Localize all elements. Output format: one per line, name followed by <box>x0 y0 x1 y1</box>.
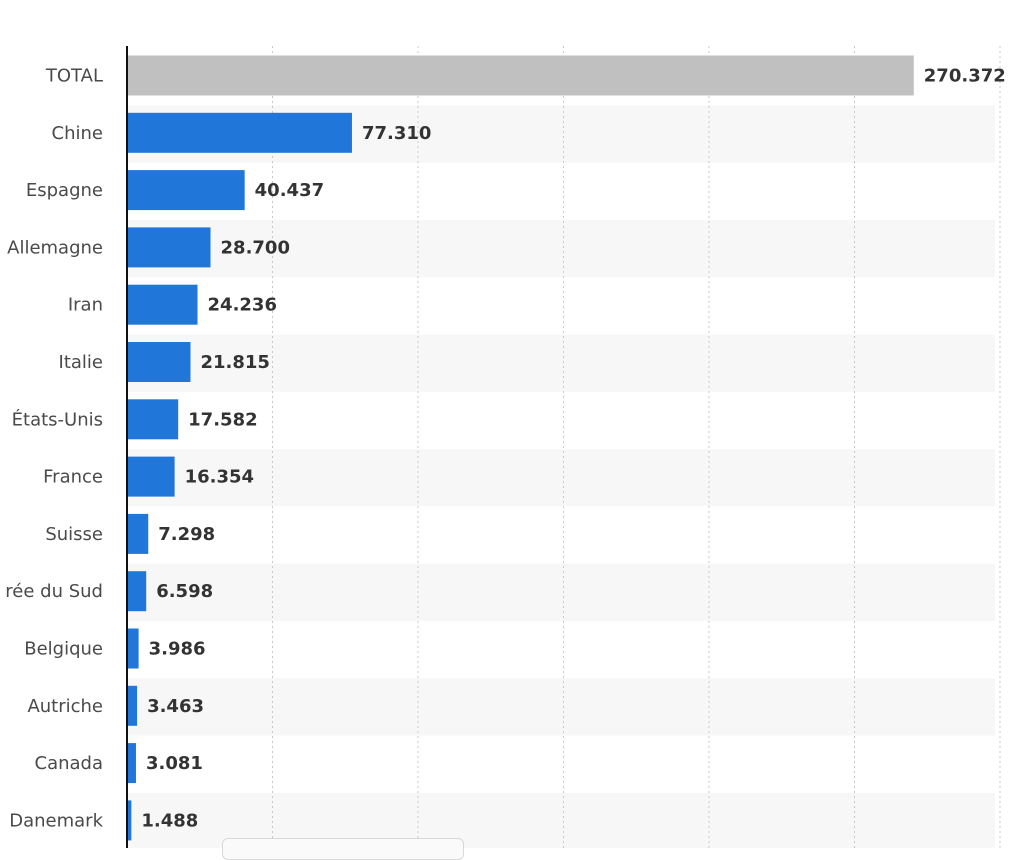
bar-iran[interactable] <box>127 284 198 325</box>
category-label: Chine <box>52 123 103 144</box>
value-label: 77.310 <box>362 123 431 144</box>
category-label: Autriche <box>27 696 103 717</box>
value-label: 270.372 <box>924 66 1006 87</box>
value-label: 28.700 <box>221 237 290 258</box>
category-label: rée du Sud <box>5 581 103 602</box>
value-label: 6.598 <box>156 581 213 602</box>
bar-allemagne[interactable] <box>127 227 211 268</box>
bar-rée-du-sud[interactable] <box>127 571 147 612</box>
bar-états-unis[interactable] <box>127 399 179 440</box>
value-label: 17.582 <box>188 409 257 430</box>
category-label: France <box>43 467 103 488</box>
value-label: 21.815 <box>200 352 269 373</box>
value-label: 7.298 <box>158 524 215 545</box>
category-label: Suisse <box>45 524 103 545</box>
row-bands <box>127 105 995 848</box>
row-band <box>127 334 995 392</box>
popup-panel-edge[interactable] <box>222 838 464 860</box>
bar-france[interactable] <box>127 456 175 497</box>
row-band <box>127 219 995 278</box>
bar-total[interactable] <box>127 55 914 96</box>
category-label: TOTAL <box>45 66 103 87</box>
bar-suisse[interactable] <box>127 513 149 554</box>
category-label: Italie <box>59 352 103 373</box>
category-label: États-Unis <box>12 408 103 430</box>
category-label: Espagne <box>26 180 103 201</box>
category-label: Danemark <box>9 810 103 831</box>
row-band <box>127 563 995 621</box>
bar-autriche[interactable] <box>127 685 138 726</box>
bars <box>127 55 914 841</box>
value-label: 1.488 <box>141 810 198 831</box>
row-band <box>127 449 995 507</box>
category-labels: TOTAL Chine Espagne Allemagne Iran Italie État… <box>5 66 103 832</box>
bar-belgique[interactable] <box>127 628 139 669</box>
category-label: Iran <box>68 295 103 316</box>
value-label: 3.081 <box>146 753 203 774</box>
bar-canada[interactable] <box>127 743 136 784</box>
category-label: Canada <box>35 753 104 774</box>
category-label: Belgique <box>24 639 103 660</box>
row-band <box>127 678 995 736</box>
value-label: 40.437 <box>255 180 324 201</box>
gridlines <box>272 46 1001 848</box>
bar-chine[interactable] <box>127 112 352 153</box>
value-labels: 270.372 77.310 40.437 28.700 24.236 21.815 17.… <box>141 66 1005 832</box>
bar-italie[interactable] <box>127 342 191 382</box>
value-label: 3.986 <box>149 639 206 660</box>
bar-espagne[interactable] <box>127 170 245 211</box>
value-label: 3.463 <box>147 696 204 717</box>
value-label: 24.236 <box>208 295 277 316</box>
bar-danemark[interactable] <box>127 800 132 841</box>
value-label: 16.354 <box>185 467 254 488</box>
category-label: Allemagne <box>7 237 103 258</box>
